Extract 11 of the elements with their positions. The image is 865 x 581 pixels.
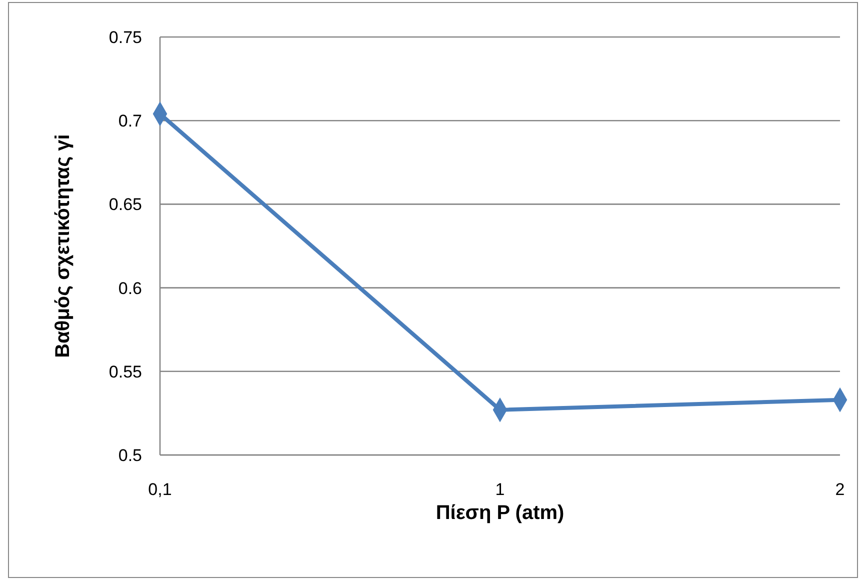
y-tick-label: 0.75 xyxy=(108,28,142,48)
y-tick-label: 0.7 xyxy=(118,112,142,131)
y-tick-label: 0.55 xyxy=(108,362,142,382)
y-tick-label: 0.5 xyxy=(118,446,142,466)
y-tick-label: 0.65 xyxy=(108,195,142,214)
y-axis-title: Βαθμός σχετικότητας γi xyxy=(52,134,74,358)
x-tick-label: 2 xyxy=(835,480,845,500)
y-tick-label: 0.6 xyxy=(118,278,142,298)
x-tick-label: 1 xyxy=(495,480,505,500)
x-axis-title: Πίεση P (atm) xyxy=(436,502,564,524)
x-tick-label: 0,1 xyxy=(148,480,172,500)
